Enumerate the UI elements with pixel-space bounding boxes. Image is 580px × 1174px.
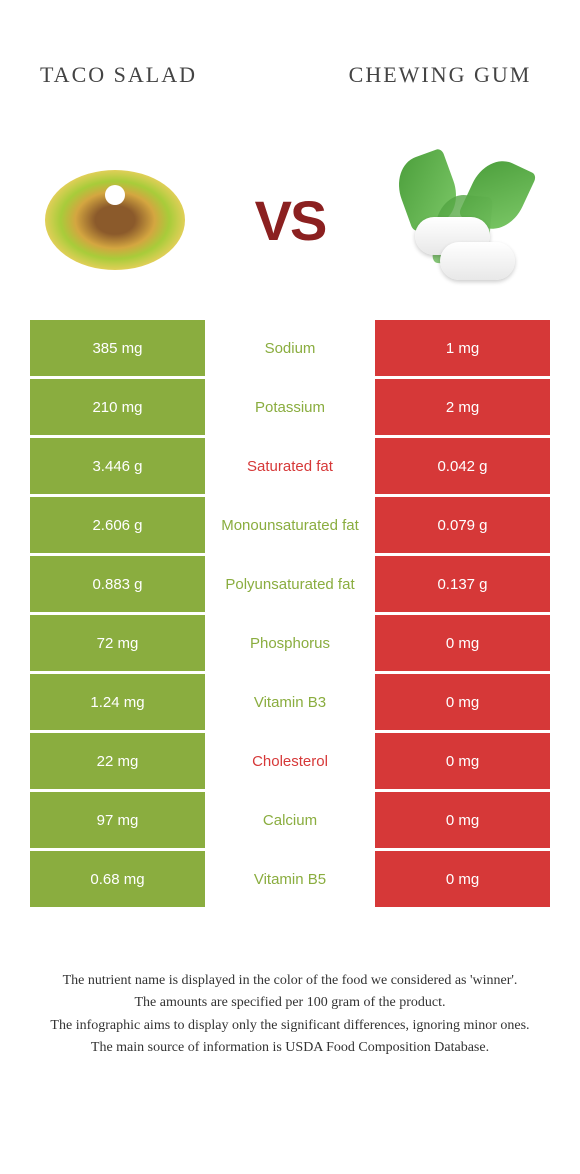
header: Taco salad Chewing gum (0, 0, 580, 130)
right-food-title: Chewing gum (340, 61, 540, 90)
left-food-image (30, 150, 200, 290)
right-value: 1 mg (375, 320, 550, 376)
left-value: 2.606 g (30, 497, 205, 553)
vs-label: VS (255, 188, 326, 253)
right-value: 0 mg (375, 851, 550, 907)
right-value: 0.042 g (375, 438, 550, 494)
nutrient-label: Vitamin B5 (205, 851, 375, 907)
right-value: 0 mg (375, 792, 550, 848)
left-value: 1.24 mg (30, 674, 205, 730)
table-row: 72 mgPhosphorus0 mg (30, 615, 550, 671)
table-row: 3.446 gSaturated fat0.042 g (30, 438, 550, 494)
footer-line: The nutrient name is displayed in the co… (35, 970, 545, 992)
table-row: 0.68 mgVitamin B50 mg (30, 851, 550, 907)
left-value: 22 mg (30, 733, 205, 789)
right-food-image (380, 150, 550, 290)
footer-line: The amounts are specified per 100 gram o… (35, 992, 545, 1014)
left-value: 72 mg (30, 615, 205, 671)
right-value: 0 mg (375, 674, 550, 730)
table-row: 1.24 mgVitamin B30 mg (30, 674, 550, 730)
left-value: 3.446 g (30, 438, 205, 494)
nutrient-table: 385 mgSodium1 mg210 mgPotassium2 mg3.446… (0, 310, 580, 907)
nutrient-label: Phosphorus (205, 615, 375, 671)
nutrient-label: Saturated fat (205, 438, 375, 494)
nutrient-label: Polyunsaturated fat (205, 556, 375, 612)
nutrient-label: Cholesterol (205, 733, 375, 789)
nutrient-label: Potassium (205, 379, 375, 435)
nutrient-label: Monounsaturated fat (205, 497, 375, 553)
table-row: 2.606 gMonounsaturated fat0.079 g (30, 497, 550, 553)
left-food-title: Taco salad (40, 62, 240, 88)
left-value: 0.883 g (30, 556, 205, 612)
nutrient-label: Sodium (205, 320, 375, 376)
nutrient-label: Vitamin B3 (205, 674, 375, 730)
footer-line: The main source of information is USDA F… (35, 1037, 545, 1059)
table-row: 97 mgCalcium0 mg (30, 792, 550, 848)
table-row: 22 mgCholesterol0 mg (30, 733, 550, 789)
right-value: 0.137 g (375, 556, 550, 612)
footer-line: The infographic aims to display only the… (35, 1015, 545, 1037)
left-value: 385 mg (30, 320, 205, 376)
right-value: 0 mg (375, 733, 550, 789)
right-value: 0.079 g (375, 497, 550, 553)
taco-salad-icon (45, 170, 185, 270)
table-row: 0.883 gPolyunsaturated fat0.137 g (30, 556, 550, 612)
table-row: 210 mgPotassium2 mg (30, 379, 550, 435)
chewing-gum-icon (390, 155, 540, 285)
right-value: 0 mg (375, 615, 550, 671)
left-value: 0.68 mg (30, 851, 205, 907)
left-value: 97 mg (30, 792, 205, 848)
right-value: 2 mg (375, 379, 550, 435)
footer-notes: The nutrient name is displayed in the co… (0, 910, 580, 1060)
nutrient-label: Calcium (205, 792, 375, 848)
images-row: VS (0, 130, 580, 310)
table-row: 385 mgSodium1 mg (30, 320, 550, 376)
left-value: 210 mg (30, 379, 205, 435)
